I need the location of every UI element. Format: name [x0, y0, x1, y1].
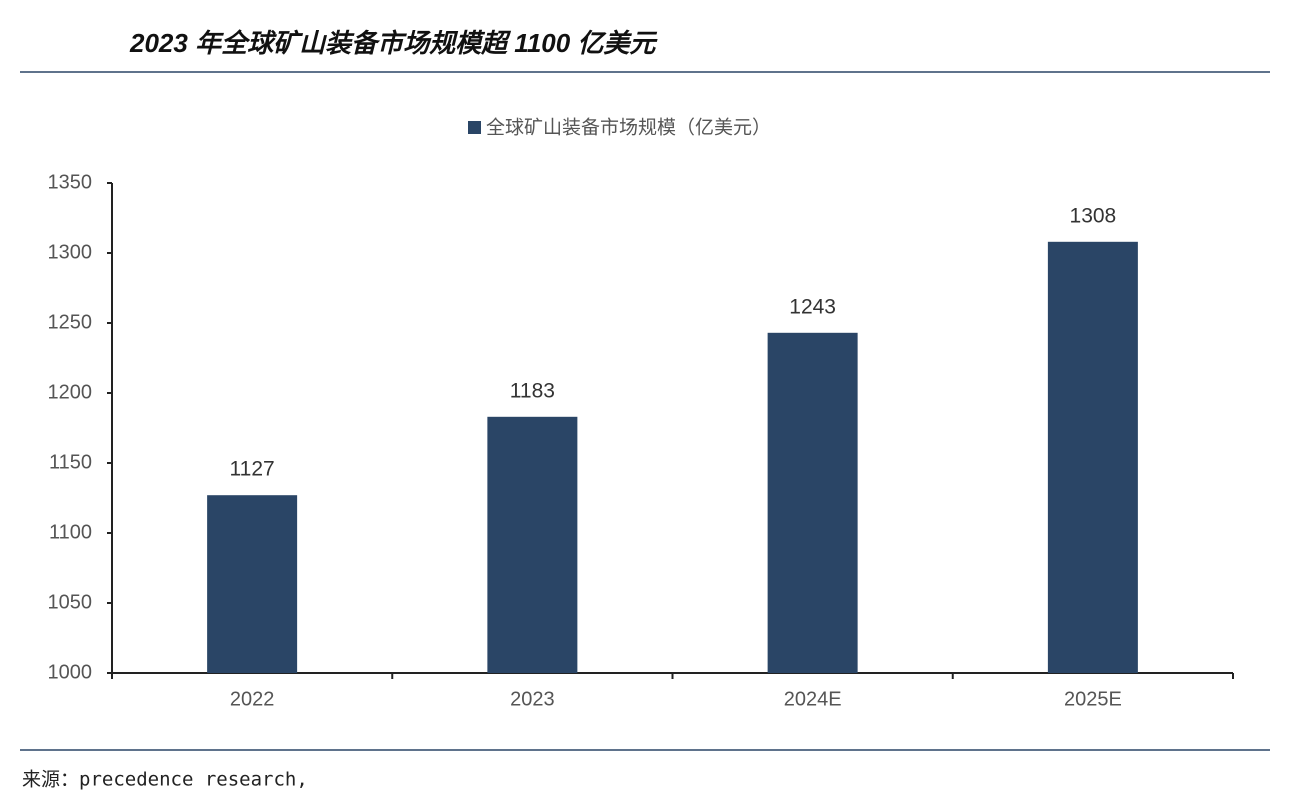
y-tick-label: 1050: [48, 591, 93, 613]
y-tick-label: 1250: [48, 311, 93, 333]
legend-swatch: [468, 121, 481, 134]
bar: [1047, 241, 1138, 674]
y-tick-label: 1350: [48, 171, 93, 193]
source-note: 来源：precedence research,: [22, 769, 308, 791]
bar: [767, 332, 858, 673]
x-tick-label: 2023: [510, 688, 555, 710]
legend-label: 全球矿山装备市场规模（亿美元）: [486, 117, 771, 139]
y-tick-label: 1200: [48, 381, 93, 403]
bar: [207, 495, 298, 673]
y-tick-label: 1150: [49, 451, 92, 473]
x-tick-label: 2024E: [784, 688, 842, 710]
bar: [487, 416, 578, 673]
chart-title: 2023 年全球矿山装备市场规模超 1100 亿美元: [129, 28, 658, 58]
y-tick-label: 1100: [49, 521, 92, 543]
data-label: 1308: [1070, 204, 1117, 227]
y-tick-label: 1300: [48, 241, 93, 263]
data-label: 1127: [230, 458, 275, 481]
x-tick-label: 2022: [230, 688, 275, 710]
data-label: 1183: [510, 379, 555, 402]
y-tick-label: 1000: [48, 661, 93, 683]
x-tick-label: 2025E: [1064, 688, 1122, 710]
data-label: 1243: [789, 295, 836, 318]
